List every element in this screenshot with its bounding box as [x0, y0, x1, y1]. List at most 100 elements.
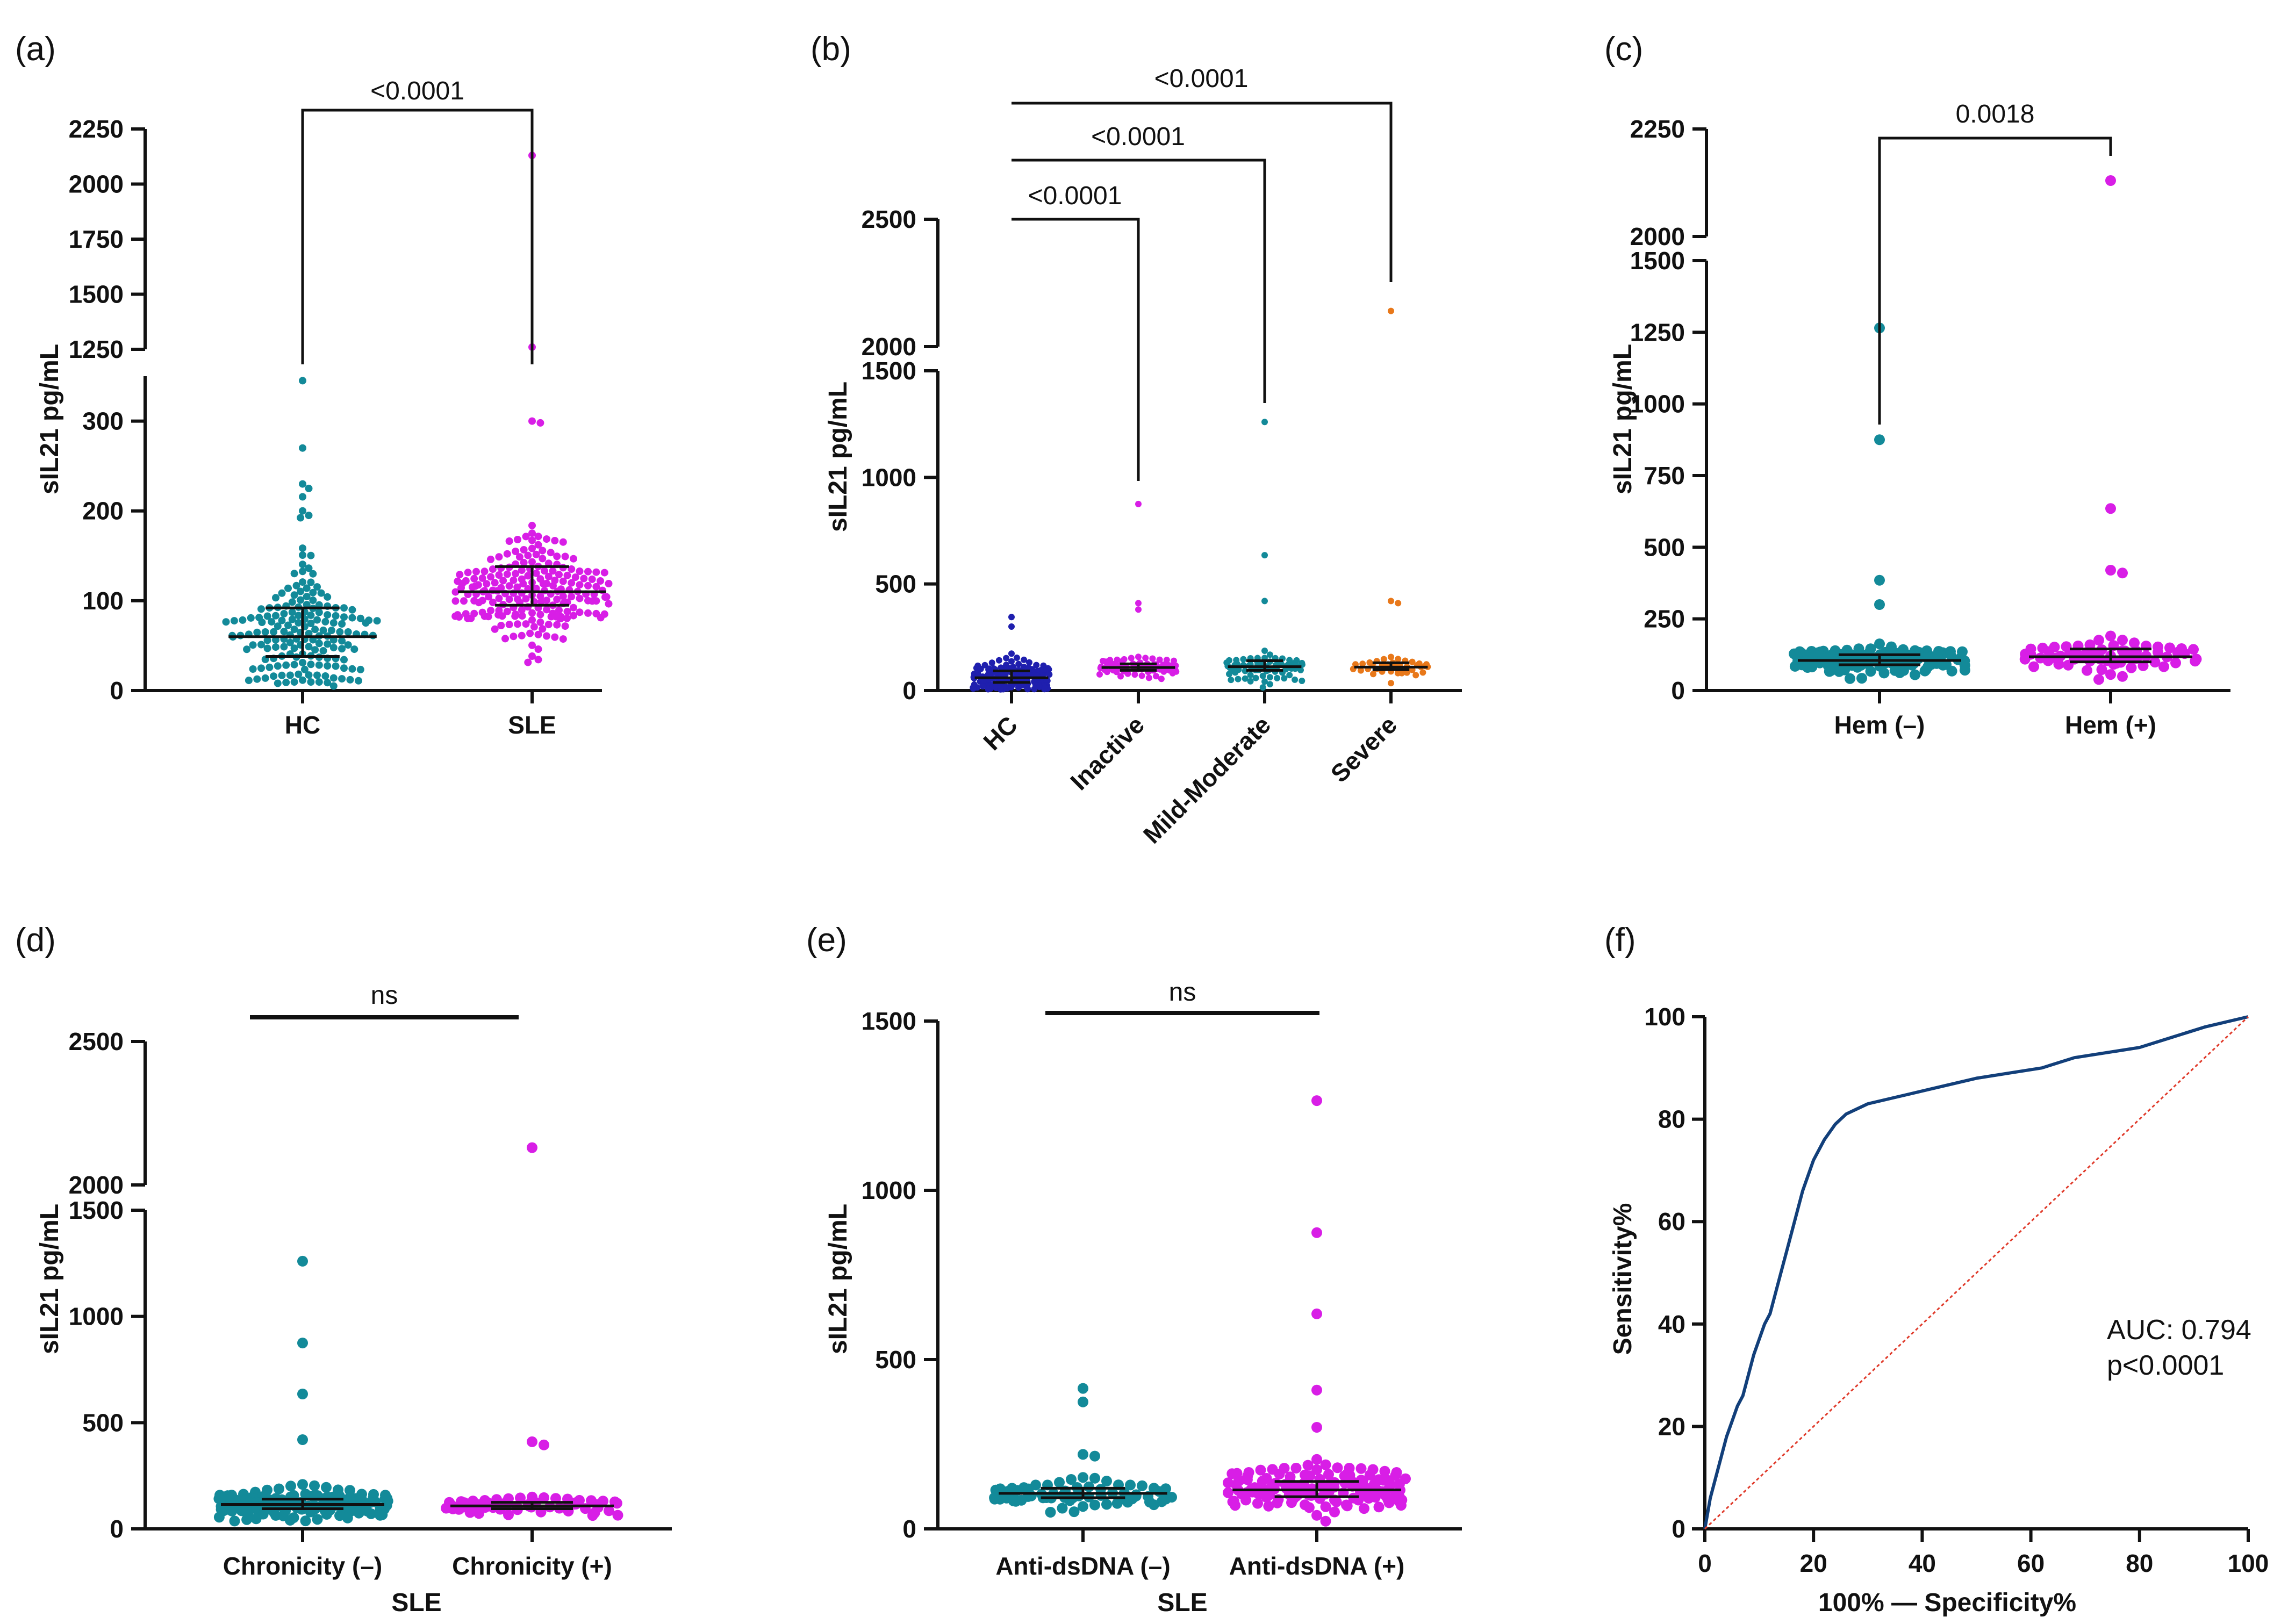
panel-c-ylabel: sIL21 pg/mL [1609, 344, 1637, 494]
data-point [309, 570, 317, 578]
y-tick-label: 2000 [862, 333, 916, 361]
data-point [329, 644, 338, 652]
data-point [503, 570, 511, 578]
data-point [348, 614, 356, 622]
y-tick-label: 750 [1644, 462, 1685, 490]
panel-e-error-bars [999, 1480, 1401, 1499]
data-point [1299, 678, 1306, 684]
data-point [534, 656, 542, 664]
data-point [522, 620, 530, 628]
x-tick-label: 40 [1909, 1549, 1936, 1577]
y-tick-label: 1750 [69, 225, 124, 253]
data-point [286, 671, 294, 679]
data-point [1261, 552, 1268, 559]
data-point [584, 567, 592, 576]
y-tick-label: 1500 [69, 281, 124, 308]
data-point [321, 617, 329, 626]
data-point [1304, 1470, 1316, 1482]
data-point [1388, 307, 1394, 314]
data-point [605, 600, 613, 608]
data-point [2043, 646, 2055, 657]
panel-c: (c) sIL21 pg/mL 0 250 500 750 1000 1250 150020… [1604, 31, 2230, 739]
data-point [274, 679, 282, 687]
data-point [340, 613, 348, 621]
data-point [604, 1505, 614, 1517]
data-point [520, 546, 528, 554]
data-point [1054, 1477, 1065, 1488]
data-point [297, 587, 305, 595]
data-point [226, 1505, 238, 1517]
data-point [501, 635, 509, 643]
data-point [1240, 1494, 1251, 1506]
data-point [324, 593, 332, 601]
data-point [1036, 684, 1043, 691]
data-point [499, 577, 507, 585]
data-point [312, 1514, 323, 1525]
panel-b-significance: <0.0001 <0.0001 <0.0001 [1012, 64, 1393, 481]
data-point [505, 582, 513, 590]
data-point [290, 591, 298, 599]
data-point [303, 601, 311, 609]
data-point [559, 538, 567, 546]
data-point [524, 572, 532, 580]
data-point [592, 568, 600, 576]
y-tick-label: 2000 [1630, 222, 1685, 250]
data-point [570, 555, 577, 563]
data-point [311, 646, 319, 654]
y-tick-label: 80 [1658, 1105, 1685, 1133]
data-point [1398, 670, 1405, 677]
data-point [487, 573, 494, 581]
data-point [1261, 1492, 1272, 1503]
data-point [534, 630, 542, 638]
data-point [324, 662, 332, 670]
data-point [1261, 648, 1268, 654]
data-point [1138, 672, 1145, 679]
data-point [362, 619, 370, 627]
data-point [295, 619, 303, 627]
data-point [512, 570, 520, 578]
y-tick-label: 0 [110, 677, 124, 705]
data-point [2093, 635, 2104, 646]
data-point [561, 622, 569, 630]
data-point [1311, 1510, 1322, 1521]
data-point [305, 643, 313, 651]
data-point [1242, 675, 1249, 682]
data-point [515, 1492, 526, 1504]
data-point [1286, 672, 1293, 679]
data-point [528, 536, 536, 544]
panel-e-dots [989, 1095, 1411, 1527]
y-tick-label: 1500 [1630, 247, 1685, 275]
data-point [1163, 657, 1170, 663]
data-point [981, 662, 988, 669]
data-point [1235, 676, 1242, 682]
panel-a-significance: <0.0001 [301, 77, 534, 364]
y-tick-label: 300 [82, 407, 124, 435]
data-point [549, 567, 557, 575]
significance-bracket [1012, 159, 1266, 403]
data-point [2117, 671, 2128, 682]
data-point [1311, 1454, 1322, 1465]
data-point [345, 1485, 355, 1496]
y-tick-label: 60 [1658, 1208, 1685, 1235]
data-point [1286, 1497, 1297, 1508]
data-point [1008, 614, 1015, 621]
data-point [997, 686, 1004, 693]
data-point [1359, 1503, 1369, 1514]
data-point [539, 547, 547, 555]
data-point [1388, 680, 1394, 687]
data-point [512, 548, 520, 555]
data-point [1135, 600, 1142, 607]
data-point [1395, 656, 1402, 663]
data-point [321, 672, 329, 680]
data-point [584, 609, 592, 617]
data-point [2117, 567, 2128, 579]
data-point [1033, 662, 1040, 669]
y-tick-label: 0 [110, 1515, 124, 1543]
data-point [257, 641, 265, 649]
data-point [1252, 1498, 1263, 1509]
data-point [1247, 672, 1254, 678]
data-point [319, 626, 327, 634]
data-point [995, 657, 1002, 664]
category-label: SLE [508, 711, 556, 739]
